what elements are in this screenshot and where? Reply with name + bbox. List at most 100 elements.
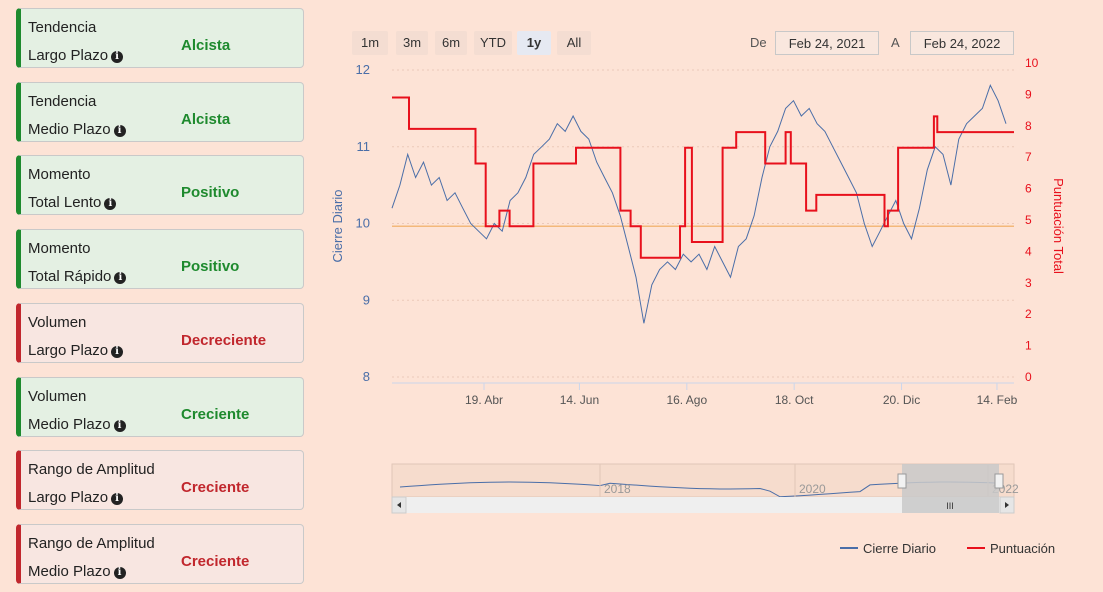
date-to-input[interactable]: Feb 24, 2022 — [910, 31, 1014, 55]
info-icon[interactable]: i — [113, 124, 126, 137]
legend-close-swatch — [840, 547, 858, 549]
navigator-selection — [902, 464, 999, 497]
indicator-subtitle-text: Total Rápido — [28, 268, 112, 286]
indicator-status: Decreciente — [181, 331, 267, 349]
info-icon[interactable]: i — [113, 566, 126, 579]
legend-close-label: Cierre Diario — [863, 541, 936, 556]
info-icon[interactable]: i — [111, 493, 124, 506]
navigator-area — [391, 463, 1015, 498]
y-right-tick-label: 6 — [1025, 182, 1032, 196]
indicator-title: Tendencia — [28, 19, 97, 36]
indicator-status: Creciente — [181, 552, 250, 570]
scrollbar-track — [392, 497, 1014, 513]
indicator-title: Tendencia — [28, 92, 97, 110]
navigator-year-label: 2018 — [604, 482, 631, 496]
y-right-tick-label: 1 — [1025, 339, 1032, 353]
indicator-status: Positivo — [181, 184, 240, 202]
indicator-title: Volumen — [28, 313, 87, 331]
x-tick-label: 20. Dic — [883, 393, 920, 407]
y-left-tick-label: 12 — [356, 62, 370, 77]
indicator-title: Momento — [28, 166, 91, 184]
info-icon[interactable]: i — [111, 345, 124, 358]
indicator-status: Creciente — [181, 405, 250, 423]
info-icon[interactable]: i — [104, 198, 117, 211]
close-price-line — [391, 84, 1007, 324]
y-right-tick-label: 8 — [1025, 119, 1032, 133]
indicator-subtitle-text: Medio Plazo — [28, 562, 111, 580]
info-icon[interactable]: i — [114, 272, 127, 285]
scroll-left-arrow-icon — [397, 502, 401, 508]
indicator-card: Momento Total Rápido i Positivo — [16, 229, 304, 290]
range-button-1y[interactable]: 1y — [517, 31, 551, 55]
indicator-subtitle-text: Total Lento — [28, 194, 102, 212]
y-right-tick-label: 3 — [1025, 276, 1032, 290]
legend-close[interactable]: Cierre Diario — [840, 541, 936, 556]
indicator-card: Rango de Amplitud Medio Plazo i Creciente — [16, 523, 304, 584]
score-step-line — [392, 96, 1014, 259]
navigator-handle-right — [994, 473, 1004, 489]
indicator-subtitle: Total Rápido i — [28, 268, 127, 286]
x-tick-label: 19. Abr — [465, 393, 503, 407]
indicator-status: Alcista — [181, 37, 231, 54]
date-to-label: A — [891, 35, 900, 50]
y-left-tick-label: 8 — [363, 369, 370, 384]
scrollbar-right-button — [999, 496, 1015, 514]
x-tick-label: 14. Jun — [560, 393, 599, 407]
indicator-subtitle: Total Lento i — [28, 194, 117, 212]
indicator-subtitle: Medio Plazo i — [28, 563, 126, 580]
y-left-tick-label: 9 — [363, 292, 370, 307]
info-icon[interactable]: i — [111, 51, 124, 63]
y-left-tick-label: 11 — [357, 139, 371, 154]
indicator-status: Alcista — [181, 110, 231, 128]
x-tick-label: 16. Ago — [666, 393, 707, 407]
indicator-card: Rango de Amplitud Largo Plazo i Creciente — [16, 450, 304, 511]
legend-score-swatch — [967, 547, 985, 549]
y-right-tick-label: 2 — [1025, 307, 1032, 321]
legend-score[interactable]: Puntuación — [967, 541, 1055, 556]
navigator-year-label: 2022 — [992, 482, 1019, 496]
navigator-series-line — [399, 481, 1001, 498]
y-right-tick-label: 0 — [1025, 370, 1032, 384]
indicator-card: Volumen Largo Plazo i Decreciente — [16, 302, 304, 363]
indicator-subtitle: Largo Plazo i — [28, 341, 124, 359]
navigator-handle-left — [897, 473, 907, 489]
range-button-ytd[interactable]: YTD — [474, 31, 512, 55]
y-right-tick-label: 5 — [1025, 213, 1032, 227]
indicator-subtitle-text: Medio Plazo — [28, 120, 111, 138]
scrollbar-grip-icon: III — [946, 501, 954, 511]
indicator-title: Rango de Amplitud — [28, 461, 155, 479]
y-right-tick-label: 9 — [1025, 87, 1032, 101]
y-axis-right-label: Puntuación Total — [1051, 178, 1066, 274]
indicator-subtitle-text: Largo Plazo — [28, 341, 109, 359]
indicator-subtitle: Medio Plazo i — [28, 416, 126, 433]
indicator-card: Momento Total Lento i Positivo — [16, 155, 304, 216]
range-button-1m[interactable]: 1m — [352, 31, 388, 55]
indicator-subtitle-text: Largo Plazo — [28, 489, 109, 507]
scroll-right-arrow-icon — [1005, 502, 1009, 508]
indicator-subtitle: Medio Plazo i — [28, 121, 126, 138]
indicator-title: Volumen — [28, 387, 87, 405]
navigator-year-label: 2020 — [799, 482, 826, 496]
indicator-status: Creciente — [181, 479, 250, 497]
date-from-label: De — [750, 35, 767, 50]
indicator-subtitle: Largo Plazo i — [28, 47, 124, 64]
indicator-card: Tendencia Medio Plazo i Alcista — [16, 81, 304, 142]
y-left-tick-label: 10 — [356, 216, 370, 231]
x-tick-label: 18. Oct — [775, 393, 814, 407]
info-icon[interactable]: i — [113, 419, 126, 432]
scrollbar-left-button — [391, 496, 407, 514]
scrollbar-thumb — [902, 497, 999, 513]
x-tick-label: 14. Feb — [977, 393, 1018, 407]
legend-score-label: Puntuación — [990, 541, 1056, 556]
indicator-subtitle-text: Medio Plazo — [28, 415, 111, 433]
indicator-subtitle-text: Largo Plazo — [28, 47, 109, 64]
y-right-tick-label: 4 — [1025, 244, 1032, 258]
range-button-6m[interactable]: 6m — [435, 31, 467, 55]
date-from-input[interactable]: Feb 24, 2021 — [775, 31, 879, 55]
range-button-all[interactable]: All — [557, 31, 591, 55]
indicator-card: Volumen Medio Plazo i Creciente — [16, 376, 304, 437]
range-button-3m[interactable]: 3m — [396, 31, 428, 55]
indicator-title: Momento — [28, 240, 91, 258]
y-right-tick-label: 10 — [1025, 56, 1039, 70]
y-axis-left-label: Cierre Diario — [330, 190, 345, 263]
